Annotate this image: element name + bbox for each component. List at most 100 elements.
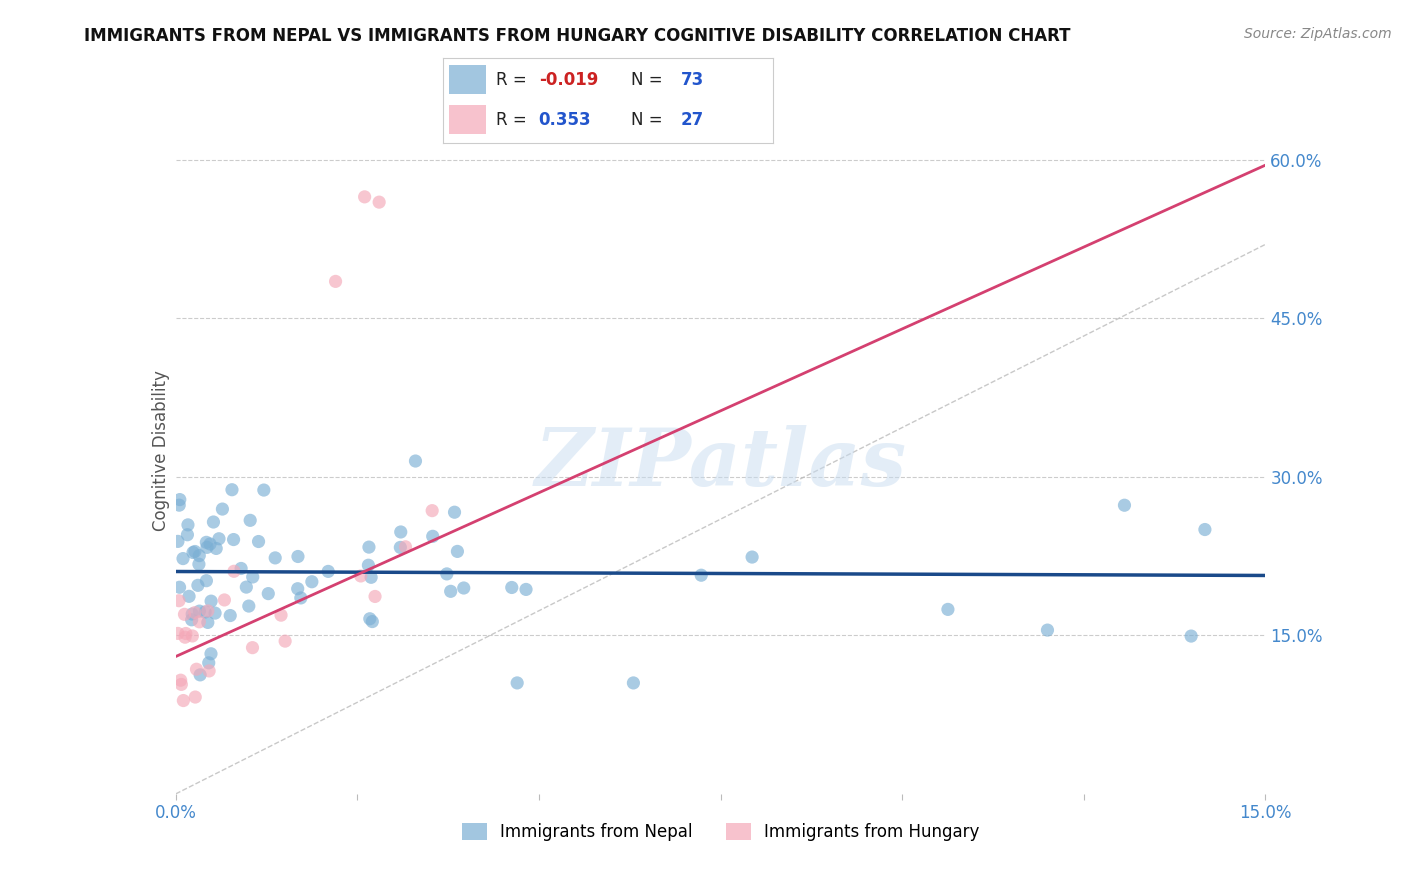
Point: [242, 640, 264, 655]
Point: [264, 550, 287, 565]
Point: [167, 534, 190, 549]
Point: [184, 544, 207, 558]
Text: 27: 27: [681, 111, 704, 128]
FancyBboxPatch shape: [450, 65, 486, 95]
Text: Source: ZipAtlas.com: Source: ZipAtlas.com: [1244, 27, 1392, 41]
Point: [274, 634, 297, 648]
Point: [229, 561, 252, 575]
Point: [181, 545, 204, 559]
Point: [169, 492, 191, 507]
Text: 73: 73: [681, 71, 704, 89]
Point: [741, 550, 763, 565]
Point: [515, 582, 537, 597]
Point: [389, 524, 412, 539]
Point: [208, 532, 231, 546]
Point: [506, 676, 529, 690]
Point: [222, 533, 245, 547]
Point: [176, 527, 198, 541]
Point: [257, 586, 280, 600]
Point: [353, 190, 375, 204]
Point: [174, 630, 197, 644]
Point: [195, 574, 218, 588]
Point: [188, 604, 211, 618]
Point: [422, 529, 444, 543]
Point: [177, 590, 200, 604]
Point: [1194, 523, 1216, 537]
Point: [173, 607, 195, 622]
Point: [436, 566, 458, 581]
Point: [440, 584, 463, 599]
Point: [198, 537, 221, 551]
Text: 0.353: 0.353: [538, 111, 592, 128]
Point: [188, 615, 211, 629]
Point: [186, 662, 208, 676]
Point: [936, 602, 959, 616]
Point: [195, 535, 218, 549]
Text: R =: R =: [496, 111, 531, 128]
Point: [239, 513, 262, 527]
Text: IMMIGRANTS FROM NEPAL VS IMMIGRANTS FROM HUNGARY COGNITIVE DISABILITY CORRELATIO: IMMIGRANTS FROM NEPAL VS IMMIGRANTS FROM…: [84, 27, 1071, 45]
Point: [364, 590, 387, 604]
Text: -0.019: -0.019: [538, 71, 598, 89]
Point: [202, 515, 225, 529]
Point: [219, 608, 242, 623]
Point: [172, 693, 194, 707]
Point: [200, 647, 222, 661]
Point: [621, 676, 644, 690]
Legend: Immigrants from Nepal, Immigrants from Hungary: Immigrants from Nepal, Immigrants from H…: [456, 816, 986, 847]
Point: [290, 591, 312, 605]
Point: [174, 626, 197, 640]
Point: [357, 558, 380, 573]
Point: [200, 594, 222, 608]
Text: R =: R =: [496, 71, 531, 89]
Point: [195, 541, 218, 555]
Point: [214, 593, 236, 607]
Point: [198, 664, 221, 678]
Point: [368, 195, 391, 210]
Point: [204, 606, 226, 620]
Point: [197, 615, 219, 630]
Point: [188, 549, 211, 563]
Point: [170, 673, 193, 688]
Point: [360, 570, 382, 584]
Point: [357, 540, 380, 554]
Text: N =: N =: [631, 111, 668, 128]
Point: [170, 677, 193, 691]
Point: [167, 593, 190, 607]
Point: [177, 517, 200, 532]
Point: [197, 656, 219, 670]
Point: [1036, 623, 1059, 637]
Point: [184, 690, 207, 704]
Point: [361, 615, 384, 629]
Point: [221, 483, 243, 497]
Point: [184, 606, 207, 620]
Point: [197, 604, 219, 618]
Point: [205, 541, 228, 556]
Text: N =: N =: [631, 71, 668, 89]
Point: [350, 569, 373, 583]
Point: [238, 599, 260, 613]
Point: [1180, 629, 1202, 643]
Point: [181, 607, 204, 621]
Point: [405, 454, 427, 468]
Point: [211, 502, 233, 516]
Point: [187, 578, 209, 592]
Point: [172, 551, 194, 566]
Point: [167, 498, 190, 512]
Point: [420, 503, 443, 517]
Text: ZIPatlas: ZIPatlas: [534, 425, 907, 503]
Point: [270, 608, 292, 623]
Y-axis label: Cognitive Disability: Cognitive Disability: [152, 370, 170, 531]
Point: [180, 613, 202, 627]
Point: [181, 629, 204, 643]
Point: [188, 668, 211, 682]
Point: [501, 581, 523, 595]
Point: [389, 541, 412, 555]
Point: [242, 570, 264, 584]
Point: [187, 557, 209, 571]
Point: [690, 568, 713, 582]
Point: [287, 549, 309, 564]
Point: [287, 582, 309, 596]
Point: [316, 565, 339, 579]
Point: [169, 580, 191, 594]
